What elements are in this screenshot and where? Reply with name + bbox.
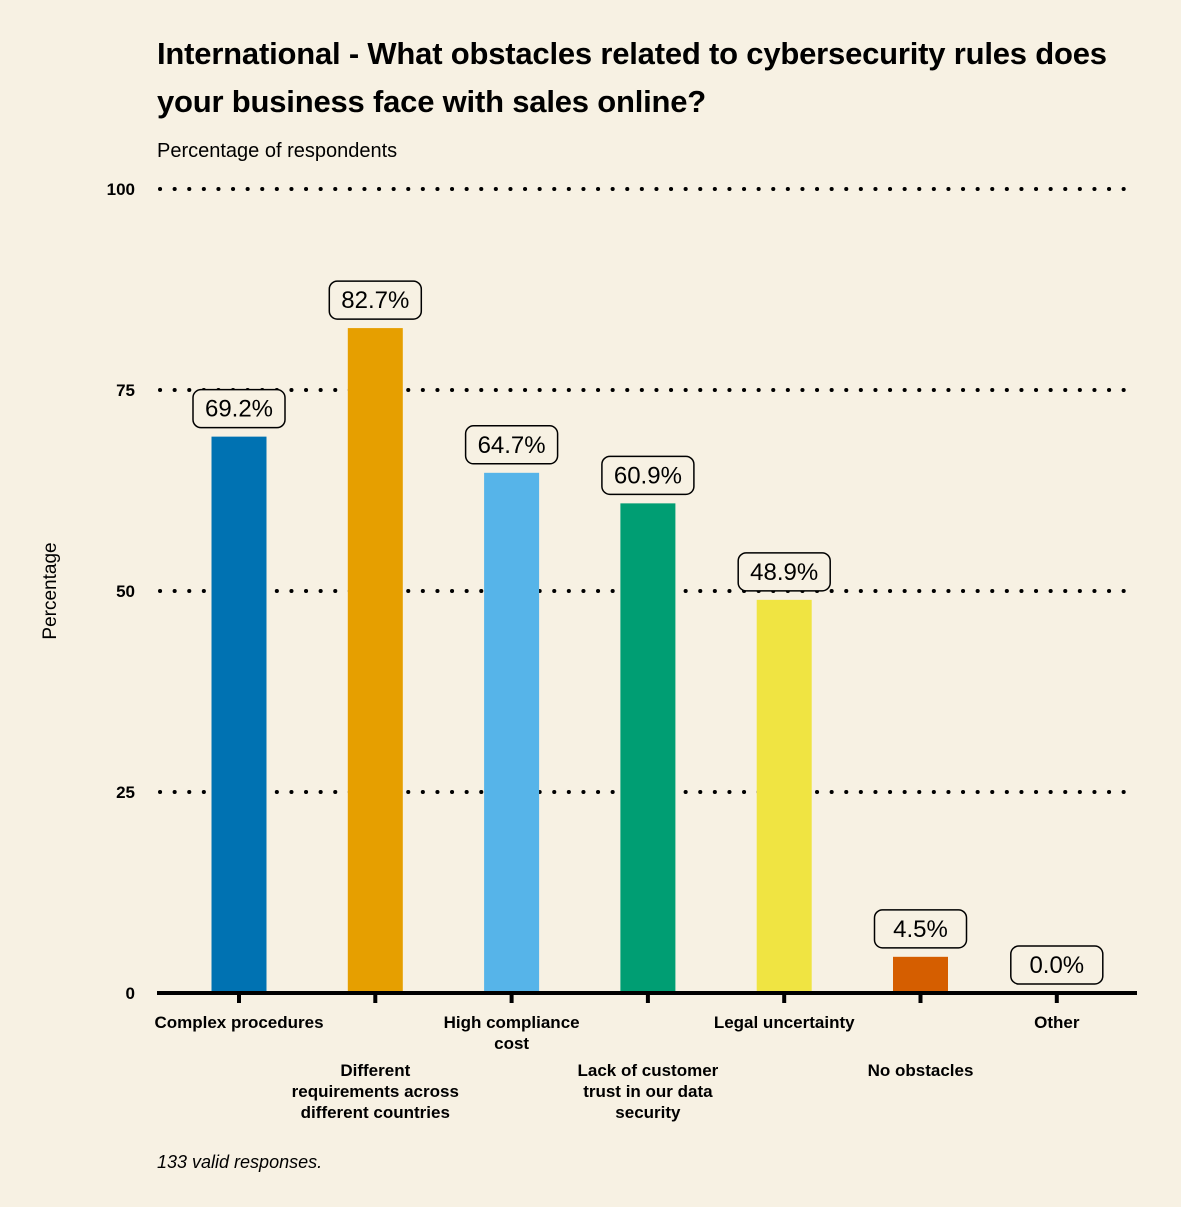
bar-6 (893, 956, 948, 993)
x-tick-label-line: security (615, 1103, 681, 1122)
x-tick-label-line: cost (494, 1034, 529, 1053)
x-tick-label-line: Other (1034, 1013, 1080, 1032)
x-tick-label: Legal uncertainty (714, 1013, 855, 1032)
x-tick-label-line: High compliance (444, 1013, 580, 1032)
data-label-box (1010, 945, 1104, 985)
x-tick-label-line: different countries (301, 1103, 450, 1122)
y-tick-label: 50 (116, 582, 135, 601)
x-tick-label-line: requirements across (292, 1082, 459, 1101)
data-label: 69.2% (205, 396, 273, 423)
x-tick-label-line: Lack of customer (578, 1061, 719, 1080)
data-label-box (464, 425, 559, 465)
data-label: 0.0% (1029, 952, 1084, 979)
bar-4 (620, 503, 676, 993)
x-tick-label: High compliance cost (444, 1013, 580, 1053)
data-label-box (737, 552, 831, 592)
y-axis-label: Percentage (40, 542, 61, 639)
data-label: 64.7% (478, 432, 546, 459)
y-tick-label: 0 (126, 984, 135, 1003)
data-label: 60.9% (614, 462, 682, 489)
bar-1 (211, 436, 267, 994)
data-label-box (328, 280, 423, 320)
x-tick-label-line: No obstacles (868, 1061, 974, 1080)
x-tick-label: No obstacles (868, 1061, 974, 1080)
chart-subtitle: Percentage of respondents (157, 140, 398, 162)
chart-caption: 133 valid responses. (157, 1152, 323, 1172)
data-label: 4.5% (893, 916, 948, 943)
data-label-box (873, 909, 968, 949)
data-label-box (601, 455, 695, 496)
bar-3 (484, 472, 540, 993)
data-label-box (192, 388, 286, 429)
x-tick-label-line: Different (340, 1061, 410, 1080)
x-tick-label: Other (1034, 1013, 1080, 1032)
x-tick-label-line: Legal uncertainty (714, 1013, 855, 1032)
bar-2 (347, 328, 403, 993)
y-tick-label: 25 (116, 783, 135, 802)
data-label: 82.7% (341, 287, 409, 314)
bar-5 (756, 599, 812, 993)
x-tick-label-line: Complex procedures (154, 1013, 323, 1032)
y-tick-label: 100 (107, 180, 135, 199)
x-tick-label-line: trust in our data (583, 1082, 713, 1101)
x-tick-label: Complex procedures (154, 1013, 323, 1032)
data-label: 48.9% (750, 559, 818, 586)
chart-title: International - What obstacles related t… (157, 36, 1107, 119)
y-tick-label: 75 (116, 381, 135, 400)
x-tick-label: Different requirements across different co… (292, 1061, 459, 1122)
x-tick-label: Lack of customer trust in our data securit… (578, 1061, 719, 1122)
